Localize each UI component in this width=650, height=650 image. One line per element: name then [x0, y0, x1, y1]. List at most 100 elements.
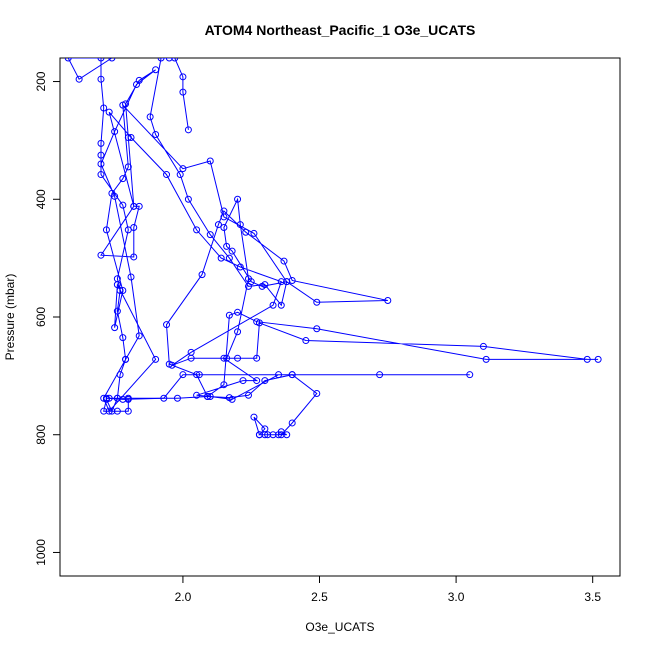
series-layer [64, 58, 602, 439]
data-point [116, 287, 124, 295]
data-point [111, 324, 119, 332]
data-point [384, 297, 392, 305]
x-tick-label: 3.0 [448, 590, 465, 604]
data-point [124, 163, 132, 171]
data-point [97, 75, 105, 83]
data-point [193, 226, 201, 234]
chart-title: ATOM4 Northeast_Pacific_1 O3e_UCATS [205, 22, 476, 38]
data-point [220, 381, 228, 389]
x-tick-label: 2.0 [175, 590, 192, 604]
data-point [113, 407, 121, 415]
data-point [236, 263, 244, 271]
data-point [261, 425, 269, 433]
data-point [204, 392, 212, 400]
data-point [253, 377, 261, 385]
data-point [220, 213, 228, 221]
data-point [100, 407, 108, 415]
data-point [97, 58, 105, 62]
data-point [206, 157, 214, 165]
data-point [583, 355, 591, 363]
data-point [482, 355, 490, 363]
data-point [173, 394, 181, 402]
data-point [119, 175, 127, 183]
data-point [179, 73, 187, 81]
data-point [187, 348, 195, 356]
data-point [108, 407, 116, 415]
data-point [283, 431, 291, 439]
y-tick-label: 400 [34, 189, 48, 209]
data-point [239, 377, 247, 385]
data-point [277, 301, 285, 309]
data-point [111, 128, 119, 136]
y-tick-label: 800 [34, 424, 48, 444]
data-point [152, 131, 160, 139]
data-point [236, 221, 244, 229]
data-point [234, 328, 242, 336]
data-point [288, 419, 296, 427]
data-point [105, 394, 113, 402]
data-point [198, 271, 206, 279]
x-tick-label: 2.5 [311, 590, 328, 604]
data-point [313, 325, 321, 333]
data-point [163, 321, 171, 329]
data-point [313, 298, 321, 306]
data-point [105, 407, 113, 415]
data-point [113, 307, 121, 315]
data-point [206, 231, 214, 239]
data-point [168, 361, 176, 369]
data-point [97, 171, 105, 179]
data-point [75, 75, 83, 83]
x-tick-label: 3.5 [584, 590, 601, 604]
data-point [223, 354, 231, 362]
data-point [479, 342, 487, 350]
data-point [277, 431, 285, 439]
data-point [176, 171, 184, 179]
data-point [97, 160, 105, 168]
data-point [280, 257, 288, 265]
data-point [124, 394, 132, 402]
data-point [283, 278, 291, 286]
data-point [313, 390, 321, 398]
data-point [179, 371, 187, 379]
data-point [228, 247, 236, 255]
data-point [253, 354, 261, 362]
data-point [234, 195, 242, 203]
x-axis-label: O3e_UCATS [305, 620, 374, 634]
data-point [108, 58, 116, 62]
data-point [234, 308, 242, 316]
y-axis-label: Pressure (mbar) [3, 274, 17, 361]
data-point [220, 224, 228, 232]
data-point [97, 139, 105, 147]
data-point [119, 334, 127, 342]
data-point [64, 58, 72, 62]
data-point [113, 394, 121, 402]
data-point [127, 273, 135, 281]
data-point [277, 428, 285, 436]
x-axis: 2.0 2.5 3.0 3.5 [175, 576, 601, 604]
data-point [163, 171, 171, 179]
data-point [100, 104, 108, 112]
data-point [184, 126, 192, 134]
data-point [179, 88, 187, 96]
data-point [466, 371, 474, 379]
data-point [302, 337, 310, 345]
data-point [225, 394, 233, 402]
data-point [217, 254, 225, 262]
data-point [255, 431, 263, 439]
data-point [130, 202, 138, 210]
data-point [242, 228, 250, 236]
data-point [223, 242, 231, 250]
data-point [244, 282, 252, 290]
data-point [244, 391, 252, 399]
data-point [119, 287, 127, 295]
data-point [179, 165, 187, 173]
data-point [130, 253, 138, 261]
data-point [135, 202, 143, 210]
y-axis: 200 400 600 800 1000 [34, 71, 60, 566]
y-tick-label: 200 [34, 71, 48, 91]
data-point [113, 281, 121, 289]
data-point [225, 254, 233, 262]
data-point [171, 58, 179, 62]
y-tick-label: 600 [34, 307, 48, 327]
